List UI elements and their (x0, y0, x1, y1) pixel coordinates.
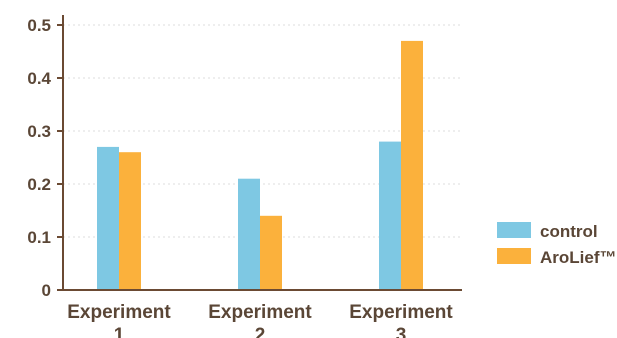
x-tick-labels: Experiment 1 Experiment 2 Experiment 3 (67, 302, 453, 338)
legend-label-control: control (540, 222, 598, 241)
legend-label-arolief: AroLief™ (540, 248, 617, 267)
x-tick-label: Experiment 1 (67, 302, 171, 338)
bars (97, 40, 423, 291)
x-tick-label: Experiment 2 (208, 302, 312, 338)
y-tick-label: 0.1 (27, 228, 51, 247)
bar-arolief-2 (260, 215, 282, 290)
bar-arolief-3 (401, 40, 423, 291)
bar-arolief-1 (119, 152, 141, 290)
y-tick-labels: 0 0.1 0.2 0.3 0.4 0.5 (27, 16, 63, 300)
y-tick-label: 0.3 (27, 122, 51, 141)
legend-swatch-control (497, 222, 531, 238)
legend: control AroLief™ (497, 222, 617, 267)
y-tick-label: 0.5 (27, 16, 51, 35)
bar-control-1 (97, 146, 119, 290)
bar-control-2 (238, 178, 260, 290)
y-tick-label: 0.4 (27, 69, 51, 88)
y-tick-label: 0.2 (27, 175, 51, 194)
legend-swatch-arolief (497, 248, 531, 264)
y-tick-label: 0 (42, 281, 51, 300)
x-tick-label: Experiment 3 (349, 302, 453, 338)
bar-control-3 (379, 141, 401, 290)
